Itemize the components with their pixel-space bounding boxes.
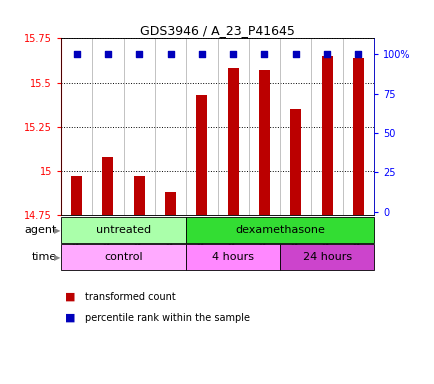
Point — [229, 51, 236, 57]
Text: 24 hours: 24 hours — [302, 252, 351, 262]
Bar — [227, 68, 238, 215]
Bar — [352, 58, 363, 215]
Point — [260, 51, 267, 57]
Text: 4 hours: 4 hours — [212, 252, 253, 262]
Text: untreated: untreated — [96, 225, 151, 235]
Title: GDS3946 / A_23_P41645: GDS3946 / A_23_P41645 — [140, 24, 294, 37]
Text: percentile rank within the sample: percentile rank within the sample — [85, 313, 249, 323]
Bar — [61, 244, 186, 270]
Bar — [321, 56, 332, 215]
Text: control: control — [104, 252, 142, 262]
Text: dexamethasone: dexamethasone — [235, 225, 324, 235]
Point — [354, 51, 361, 57]
Bar — [133, 176, 145, 215]
Point — [198, 51, 205, 57]
Bar — [61, 217, 186, 243]
Bar — [289, 109, 301, 215]
Text: ■: ■ — [65, 292, 76, 302]
Point — [292, 51, 299, 57]
Point — [167, 51, 174, 57]
Bar — [164, 192, 176, 215]
Bar — [258, 70, 270, 215]
Text: ▶: ▶ — [53, 253, 60, 262]
Point — [104, 51, 111, 57]
Text: ▶: ▶ — [53, 226, 60, 235]
Point — [73, 51, 80, 57]
Bar — [186, 244, 279, 270]
Text: agent: agent — [24, 225, 56, 235]
Text: time: time — [31, 252, 56, 262]
Bar — [186, 217, 373, 243]
Bar — [279, 244, 373, 270]
Text: transformed count: transformed count — [85, 292, 175, 302]
Bar — [102, 157, 113, 215]
Text: ■: ■ — [65, 313, 76, 323]
Bar — [71, 176, 82, 215]
Bar — [196, 95, 207, 215]
Point — [323, 51, 330, 57]
Point — [135, 51, 142, 57]
